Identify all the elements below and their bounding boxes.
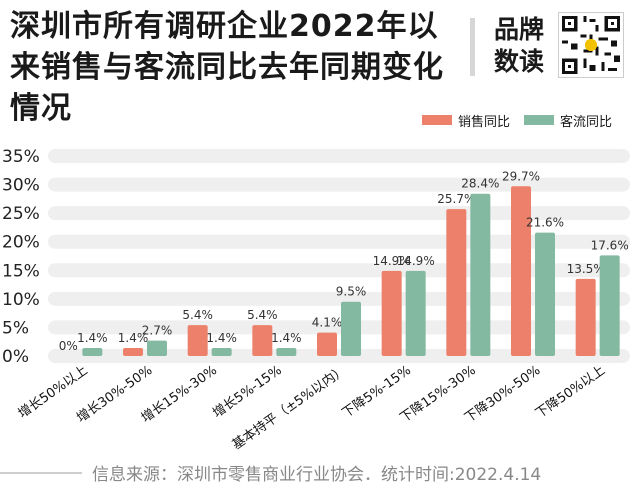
data-label: 17.6%: [591, 238, 629, 252]
data-label: 1.4%: [118, 331, 149, 345]
legend-label-traffic: 客流同比: [560, 114, 613, 130]
x-tick-label: 下降50%以上: [533, 363, 608, 422]
y-tick-label: 10%: [2, 290, 40, 310]
y-tick-label: 30%: [2, 176, 40, 196]
data-label: 25.7%: [437, 192, 475, 206]
bar-sales: [317, 332, 337, 356]
data-label: 14.9%: [397, 254, 435, 268]
bar-sales: [381, 270, 402, 356]
bar-traffic: [341, 301, 361, 356]
data-label: 29.7%: [502, 169, 540, 183]
data-label: 1.4%: [271, 331, 302, 345]
footer: 信息来源：深圳市零售商业行业协会．统计时间:2022.4.14: [0, 456, 640, 486]
bar-traffic: [405, 270, 426, 356]
chart-title: 深圳市所有调研企业2022年以来销售与客流同比去年同期变化情况: [10, 9, 444, 126]
y-tick-label: 25%: [2, 204, 40, 224]
grid-band: [48, 177, 630, 192]
data-label: 1.4%: [206, 331, 237, 345]
bar-traffic: [82, 348, 103, 356]
legend-swatch-sales: [422, 115, 452, 125]
bar-sales: [123, 348, 143, 356]
qr-code-icon[interactable]: [558, 12, 624, 78]
bar-sales: [252, 325, 273, 356]
bar-traffic: [470, 193, 491, 356]
bar-sales: [187, 325, 208, 356]
legend-swatch-traffic: [524, 115, 555, 125]
data-label: 1.4%: [77, 331, 108, 345]
y-tick-label: 5%: [2, 318, 29, 338]
y-tick-label: 35%: [2, 147, 40, 167]
brand-logo: 品牌 数读: [486, 14, 552, 78]
bar-chart: 0%5%10%15%20%25%30%35%0%1.4%增长50%以上1.4%2…: [2, 147, 630, 453]
data-label: 14.9%: [373, 254, 411, 268]
bar-traffic: [535, 232, 555, 356]
data-label: 5.4%: [247, 308, 278, 322]
grid-band: [48, 149, 630, 163]
data-label: 5.4%: [182, 308, 213, 322]
data-label: 13.5%: [567, 262, 605, 276]
y-tick-label: 20%: [2, 233, 40, 253]
bar-sales: [511, 186, 531, 356]
y-tick-label: 15%: [2, 261, 40, 281]
bar-sales: [575, 278, 596, 356]
data-label: 2.7%: [142, 324, 173, 338]
x-tick-label: 基本持平（±5%以内）: [229, 362, 349, 453]
data-label: 4.1%: [312, 316, 343, 330]
brand-line-1: 品牌: [493, 15, 544, 44]
legend-item-traffic: 客流同比: [524, 111, 612, 130]
bar-sales: [446, 209, 467, 356]
data-label: 0%: [59, 339, 78, 353]
source-note: 信息来源：深圳市零售商业行业协会．统计时间:2022.4.14: [92, 465, 542, 485]
bar-traffic: [599, 255, 620, 356]
brand-divider: [470, 18, 475, 76]
bar-traffic: [276, 348, 297, 356]
footer-divider: [0, 472, 82, 474]
legend-label-sales: 销售同比: [458, 114, 511, 130]
brand-line-2: 数读: [493, 47, 544, 76]
legend-item-sales: 销售同比: [422, 111, 510, 130]
bar-traffic: [211, 348, 232, 356]
chart-legend: 销售同比 客流同比: [422, 111, 626, 130]
data-label: 28.4%: [461, 177, 499, 191]
data-label: 9.5%: [336, 285, 367, 299]
bar-traffic: [147, 340, 167, 356]
data-label: 21.6%: [526, 216, 564, 230]
y-tick-label: 0%: [2, 347, 29, 367]
